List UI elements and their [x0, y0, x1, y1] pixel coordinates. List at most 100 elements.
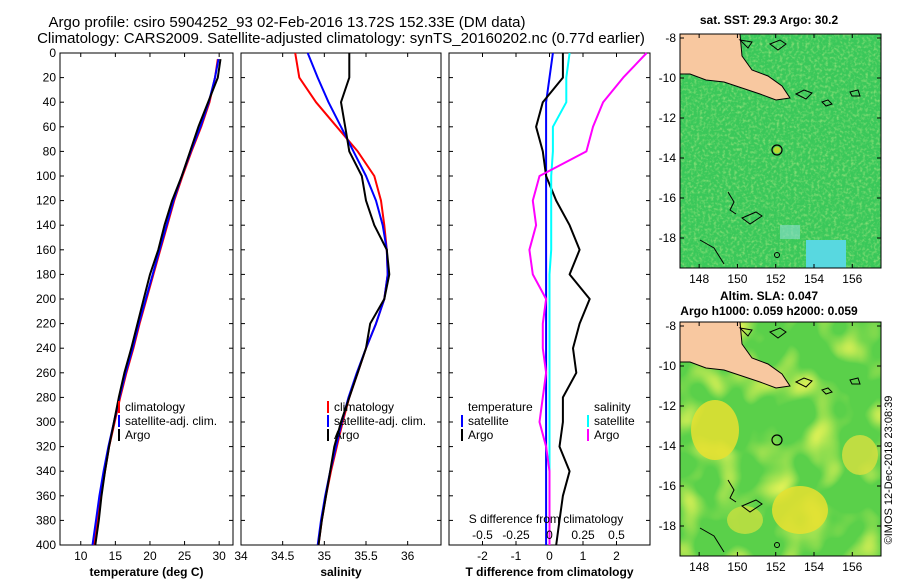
x-tick-label: 30	[212, 549, 226, 563]
sst-map-title: sat. SST: 29.3 Argo: 30.2	[700, 13, 839, 27]
s-difference-tick-labels: -0.5 -0.25 0 0.25 0.5	[472, 528, 625, 542]
y-tick-label: 0	[49, 46, 56, 60]
x-tick-label: 0	[546, 549, 553, 563]
y-tick-label: 220	[36, 317, 56, 331]
series-line-argo	[317, 53, 391, 546]
x-tick-label: 25	[178, 549, 192, 563]
y-tick-label: 120	[36, 194, 56, 208]
map-y-tick-label: -16	[659, 191, 677, 205]
map-y-tick-label: -16	[659, 479, 677, 493]
series-line-salinity-argo	[528, 52, 648, 545]
salinity-profile-panel: 34 34.5 35 35.5 36 salinity	[234, 52, 442, 579]
sst-map-axes: 148 150 152 154 156 -8 -10 -12 -14 -16 -18	[659, 31, 881, 286]
series-line-temperature-argo	[535, 53, 591, 546]
y-tick-label: 340	[36, 464, 56, 478]
s-tick-label: 0	[546, 528, 553, 542]
figure-title-line1: Argo profile: csiro 5904252_93 02-Feb-20…	[49, 14, 526, 31]
sst-cool-patch	[806, 240, 846, 268]
sla-map-axes: 148 150 152 154 156 -8 -10 -12 -14 -16 -18	[659, 319, 881, 574]
s-tick-label: 0.5	[608, 528, 625, 542]
map-y-tick-label: -14	[659, 439, 677, 453]
s-tick-label: -0.25	[502, 528, 530, 542]
x-tick-label: 35.5	[354, 549, 378, 563]
map-y-tick-label: -12	[659, 111, 677, 125]
y-tick-label: 60	[43, 120, 57, 134]
imos-credit: ©IMOS 12-Dec-2018 23:08:39	[883, 396, 895, 545]
sla-high-1	[691, 400, 739, 460]
legend-label-climatology: climatology	[125, 400, 185, 414]
x-tick-label: 10	[74, 549, 88, 563]
argo-float-marker	[771, 434, 783, 446]
salinity-legend: climatology satellite-adj. clim. Argo	[327, 400, 426, 442]
map-y-tick-label: -18	[659, 519, 677, 533]
y-tick-label: 40	[43, 95, 57, 109]
map-x-tick-label: 154	[804, 272, 824, 286]
x-tick-label: 34	[234, 549, 248, 563]
s-difference-axis-label: S difference from climatology	[469, 512, 624, 526]
y-tick-label: 100	[36, 169, 56, 183]
y-tick-label: 360	[36, 489, 56, 503]
x-tick-label: 36	[401, 549, 415, 563]
y-tick-label: 140	[36, 218, 56, 232]
sla-map: Altim. SLA: 0.047 Argo h1000: 0.059 h200…	[659, 289, 882, 574]
series-line-satellite-adj-clim-	[91, 58, 220, 546]
y-tick-label: 200	[36, 292, 56, 306]
x-tick-label: 35	[318, 549, 332, 563]
series-line-satellite-adj-clim-	[306, 52, 389, 546]
x-axis-label: temperature (deg C)	[89, 565, 203, 579]
x-tick-label: -2	[477, 549, 488, 563]
legend-label-t-satellite: satellite	[468, 414, 509, 428]
map-y-tick-label: -8	[665, 319, 676, 333]
y-tick-label: 20	[43, 71, 57, 85]
legend-title-temperature: temperature	[468, 400, 533, 414]
sla-high-4	[727, 506, 763, 534]
island-outline	[738, 327, 861, 395]
y-tick-label: 400	[36, 538, 56, 552]
grid-point-marker	[774, 252, 780, 258]
sst-cool-patch-2	[780, 225, 800, 239]
png-landmass	[680, 322, 791, 389]
legend-label-s-argo: Argo	[594, 428, 620, 442]
legend-title-salinity: salinity	[594, 400, 631, 414]
map-x-tick-label: 152	[766, 560, 786, 574]
map-y-tick-label: -12	[659, 399, 677, 413]
difference-profile-panel: -2 -1 0 1 2 T difference from climatology	[448, 52, 651, 579]
legend-label-climatology: climatology	[334, 400, 394, 414]
series-line-salinity-satellite	[548, 52, 571, 545]
map-x-tick-label: 152	[766, 272, 786, 286]
x-tick-label: 20	[143, 549, 157, 563]
legend-label-satellite: satellite-adj. clim.	[125, 414, 217, 428]
map-x-tick-label: 156	[842, 272, 862, 286]
map-y-tick-label: -18	[659, 231, 677, 245]
map-y-tick-label: -10	[659, 71, 677, 85]
map-x-tick-label: 154	[804, 560, 824, 574]
grid-point-marker	[774, 542, 780, 548]
temperature-profile-panel: 0 20 40 60 80 100 120 140 160 180 200 220 240 260 280 3…	[36, 46, 234, 579]
legend-label-s-satellite: satellite	[594, 414, 635, 428]
sla-map-subtitle: Argo h1000: 0.059 h2000: 0.059	[680, 304, 858, 318]
map-y-tick-label: -8	[665, 31, 676, 45]
y-tick-label: 180	[36, 267, 56, 281]
map-y-tick-label: -10	[659, 359, 677, 373]
y-tick-label: 80	[43, 144, 57, 158]
reef-outline	[699, 191, 763, 265]
legend-label-argo: Argo	[334, 428, 360, 442]
y-tick-label: 320	[36, 440, 56, 454]
sst-map: sat. SST: 29.3 Argo: 30.2 148 150 152 154 15…	[659, 13, 882, 286]
png-landmass	[680, 34, 791, 101]
map-x-tick-label: 156	[842, 560, 862, 574]
series-line-argo	[94, 58, 222, 546]
y-tick-label: 380	[36, 513, 56, 527]
island-outline	[738, 39, 861, 107]
x-axis-label: salinity	[320, 565, 362, 579]
sla-high-3	[842, 435, 878, 475]
map-x-tick-label: 150	[727, 272, 747, 286]
x-tick-label: 1	[580, 549, 587, 563]
y-tick-label: 260	[36, 366, 56, 380]
figure-title-line2: Climatology: CARS2009. Satellite-adjuste…	[37, 30, 645, 47]
x-axis-label: T difference from climatology	[465, 565, 633, 579]
x-tick-label: 2	[613, 549, 620, 563]
map-y-tick-label: -14	[659, 151, 677, 165]
legend-label-argo: Argo	[125, 428, 151, 442]
